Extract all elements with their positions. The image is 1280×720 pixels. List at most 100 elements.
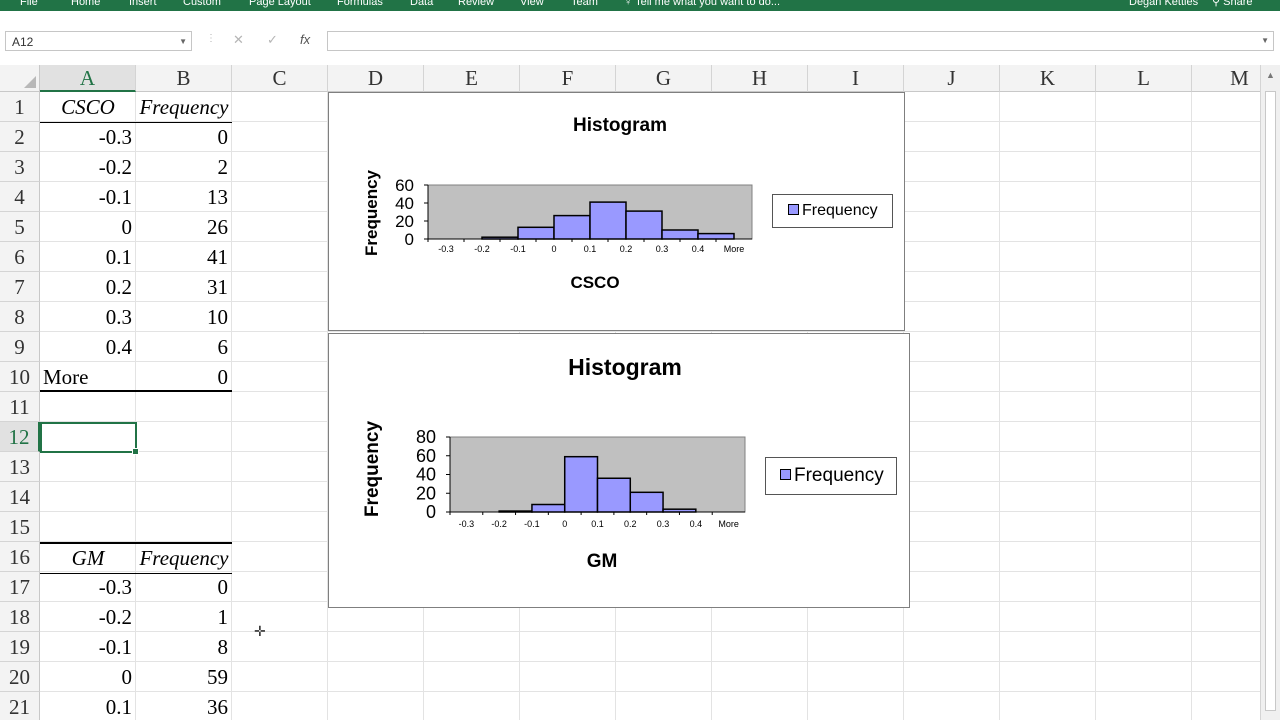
cell-b5[interactable]: 26 <box>207 215 228 239</box>
cell-b18[interactable]: 1 <box>217 605 229 629</box>
cancel-icon[interactable]: ✕ <box>233 32 244 47</box>
row-header-2[interactable]: 2 <box>0 122 40 152</box>
cell-a21[interactable]: 0.1 <box>105 695 132 719</box>
insert-function-icon[interactable]: fx <box>300 32 311 47</box>
row-header-11[interactable]: 11 <box>0 392 40 422</box>
tell-me-search[interactable]: ♀ Tell me what you want to do... <box>624 0 780 8</box>
row-header-10[interactable]: 10 <box>0 362 40 392</box>
column-header-k[interactable]: K <box>1000 65 1096 92</box>
cell-b4[interactable]: 13 <box>207 185 228 209</box>
scrollbar-thumb[interactable] <box>1265 91 1276 711</box>
tab-formulas[interactable]: Formulas <box>337 0 383 8</box>
tab-view[interactable]: View <box>520 0 544 8</box>
cell-a3[interactable]: -0.2 <box>98 155 132 179</box>
cell-a6[interactable]: 0.1 <box>105 245 132 269</box>
column-header-a[interactable]: A <box>40 65 136 92</box>
cell-b20[interactable]: 59 <box>207 665 228 689</box>
column-header-m[interactable]: M <box>1192 65 1260 92</box>
cell-a1[interactable]: CSCO <box>61 95 115 119</box>
cell-a7[interactable]: 0.2 <box>105 275 132 299</box>
cell-b6[interactable]: 41 <box>207 245 228 269</box>
cell-b10[interactable]: 0 <box>217 365 229 389</box>
chevron-down-icon[interactable]: ▼ <box>179 37 187 46</box>
chart-legend[interactable]: Frequency <box>772 194 893 228</box>
tab-data[interactable]: Data <box>410 0 434 8</box>
chart-csco-svg: Histogram CSCO Frequency -0.3 -0.2 -0.1 0 0.1 0.… <box>362 115 753 292</box>
tab-custom[interactable]: Custom <box>183 0 221 8</box>
cell-a10[interactable]: More <box>43 365 89 389</box>
cell-a20[interactable]: 0 <box>121 665 133 689</box>
row-header-5[interactable]: 5 <box>0 212 40 242</box>
column-header-i[interactable]: I <box>808 65 904 92</box>
column-header-j[interactable]: J <box>904 65 1000 92</box>
name-box[interactable]: A12 ▼ <box>5 31 192 51</box>
chart-gm-histogram[interactable]: Histogram GM Frequency -0.3 -0.2 -0.1 0 0.1 0.2 0… <box>328 333 910 608</box>
select-all-button[interactable] <box>0 65 40 92</box>
row-header-21[interactable]: 21 <box>0 692 40 720</box>
row-header-3[interactable]: 3 <box>0 152 40 182</box>
column-header-d[interactable]: D <box>328 65 424 92</box>
column-header-e[interactable]: E <box>424 65 520 92</box>
tab-insert[interactable]: Insert <box>129 0 157 8</box>
vertical-scrollbar[interactable]: ▲ <box>1260 65 1280 720</box>
cell-b8[interactable]: 10 <box>207 305 228 329</box>
row-header-8[interactable]: 8 <box>0 302 40 332</box>
cell-a19[interactable]: -0.1 <box>98 635 132 659</box>
cell-a18[interactable]: -0.2 <box>98 605 132 629</box>
cell-b7[interactable]: 31 <box>207 275 228 299</box>
cell-a2[interactable]: -0.3 <box>98 125 132 149</box>
column-header-g[interactable]: G <box>616 65 712 92</box>
cell-b3[interactable]: 2 <box>217 155 229 179</box>
user-name[interactable]: Degan Kettles <box>1129 0 1199 8</box>
chart-csco-histogram[interactable]: Histogram CSCO Frequency -0.3 -0.2 -0.1 0 0.1 0.… <box>328 92 905 331</box>
table-header-border <box>40 122 232 123</box>
row-header-17[interactable]: 17 <box>0 572 40 602</box>
column-header-f[interactable]: F <box>520 65 616 92</box>
cell-b17[interactable]: 0 <box>217 575 229 599</box>
tab-home[interactable]: Home <box>71 0 101 8</box>
row-header-20[interactable]: 20 <box>0 662 40 692</box>
row-header-12[interactable]: 12 <box>0 422 40 452</box>
cell-b16[interactable]: Frequency <box>139 546 229 570</box>
active-cell-a12[interactable] <box>40 422 139 455</box>
cell-b19[interactable]: 8 <box>217 635 229 659</box>
cell-b1[interactable]: Frequency <box>139 95 229 119</box>
row-header-13[interactable]: 13 <box>0 452 40 482</box>
column-header-l[interactable]: L <box>1096 65 1192 92</box>
row-header-4[interactable]: 4 <box>0 182 40 212</box>
cell-b9[interactable]: 6 <box>217 335 229 359</box>
row-header-9[interactable]: 9 <box>0 332 40 362</box>
row-header-14[interactable]: 14 <box>0 482 40 512</box>
row-header-15[interactable]: 15 <box>0 512 40 542</box>
cell-a9[interactable]: 0.4 <box>105 335 132 359</box>
tab-file[interactable]: File <box>20 0 38 8</box>
column-header-c[interactable]: C <box>232 65 328 92</box>
cell-a4[interactable]: -0.1 <box>98 185 132 209</box>
row-header-6[interactable]: 6 <box>0 242 40 272</box>
formula-input[interactable]: ▼ <box>327 31 1274 51</box>
chart-legend[interactable]: Frequency <box>765 457 897 495</box>
cell-b2[interactable]: 0 <box>217 125 229 149</box>
column-header-h[interactable]: H <box>712 65 808 92</box>
enter-icon[interactable]: ✓ <box>267 32 278 47</box>
cell-a17[interactable]: -0.3 <box>98 575 132 599</box>
column-header-b[interactable]: B <box>136 65 232 92</box>
person-icon: ⚲ <box>1212 0 1224 8</box>
row-header-19[interactable]: 19 <box>0 632 40 662</box>
expand-formula-bar-icon[interactable]: ▼ <box>1261 36 1269 45</box>
share-button[interactable]: ⚲ Share <box>1212 0 1252 8</box>
cell-a8[interactable]: 0.3 <box>105 305 132 329</box>
row-header-16[interactable]: 16 <box>0 542 40 572</box>
row-header-7[interactable]: 7 <box>0 272 40 302</box>
row-header-1[interactable]: 1 <box>0 92 40 122</box>
cell-a16[interactable]: GM <box>71 546 105 570</box>
tab-page-layout[interactable]: Page Layout <box>249 0 311 8</box>
tab-team[interactable]: Team <box>571 0 598 8</box>
cell-a5[interactable]: 0 <box>121 215 133 239</box>
tab-review[interactable]: Review <box>458 0 495 8</box>
cell-b21[interactable]: 36 <box>207 695 228 719</box>
table-bottom-border <box>40 390 232 392</box>
scroll-up-icon[interactable]: ▲ <box>1266 70 1275 80</box>
row-header-18[interactable]: 18 <box>0 602 40 632</box>
